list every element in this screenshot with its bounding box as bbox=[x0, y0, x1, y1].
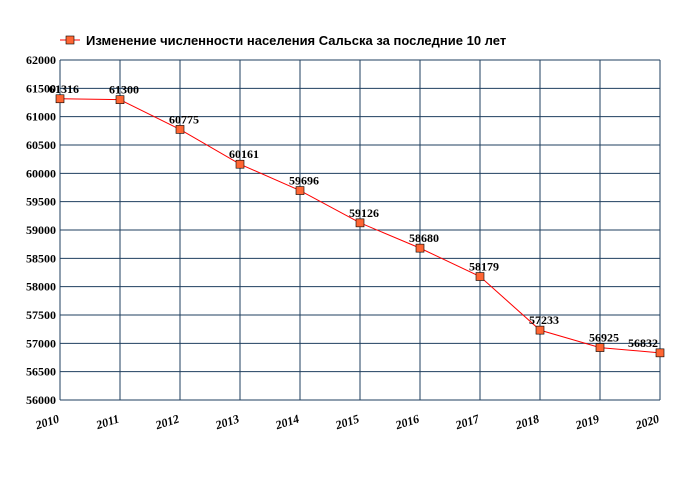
x-axis-ticks: 2010 2011 2012 2013 2014 2015 2016 2017 2018 2019… bbox=[33, 411, 661, 432]
data-point-label: 58680 bbox=[409, 231, 439, 245]
data-point-label: 56925 bbox=[589, 331, 619, 345]
data-point-label: 56832 bbox=[628, 336, 658, 350]
data-point-label: 59126 bbox=[349, 206, 379, 220]
x-tick-label: 2012 bbox=[153, 412, 181, 433]
data-point-marker bbox=[535, 325, 545, 335]
data-point-marker bbox=[175, 125, 185, 134]
x-tick-label: 2020 bbox=[633, 412, 661, 433]
y-tick-label: 57000 bbox=[26, 336, 56, 350]
data-point-marker bbox=[415, 243, 425, 253]
data-point-marker bbox=[655, 348, 665, 358]
legend-label: Изменение численности населения Сальска … bbox=[86, 33, 506, 48]
y-tick-label: 60000 bbox=[26, 166, 56, 180]
y-tick-label: 56000 bbox=[26, 393, 56, 407]
x-tick-label: 2016 bbox=[393, 412, 421, 433]
chart-grid bbox=[59, 59, 661, 401]
x-tick-label: 2018 bbox=[513, 412, 541, 433]
y-tick-label: 59500 bbox=[26, 195, 56, 209]
y-tick-label: 60500 bbox=[26, 138, 56, 152]
legend-marker bbox=[65, 35, 75, 45]
y-tick-label: 62000 bbox=[26, 53, 56, 67]
x-tick-label: 2014 bbox=[273, 412, 301, 433]
data-point-marker bbox=[115, 95, 125, 104]
y-tick-label: 58000 bbox=[26, 280, 56, 294]
y-tick-label: 58500 bbox=[26, 251, 56, 265]
y-tick-label: 61000 bbox=[26, 110, 56, 124]
x-tick-label: 2019 bbox=[573, 412, 601, 433]
data-point-label: 57233 bbox=[529, 313, 559, 327]
data-point-marker bbox=[475, 272, 485, 281]
data-labels: 61316 61300 60775 60161 59696 59126 58680 58179… bbox=[49, 82, 658, 350]
x-tick-label: 2011 bbox=[93, 412, 120, 433]
y-tick-label: 57500 bbox=[26, 308, 56, 322]
x-tick-label: 2010 bbox=[33, 412, 61, 433]
data-point-marker bbox=[595, 343, 605, 352]
data-point-label: 58179 bbox=[469, 260, 499, 274]
data-point-label: 60775 bbox=[169, 112, 199, 126]
data-point-label: 60161 bbox=[229, 147, 259, 161]
y-tick-label: 59000 bbox=[26, 223, 56, 237]
series-group bbox=[55, 94, 665, 358]
data-point-label: 61316 bbox=[49, 82, 79, 96]
data-point-marker bbox=[355, 218, 365, 228]
x-tick-label: 2017 bbox=[453, 411, 482, 432]
y-tick-label: 61500 bbox=[26, 81, 56, 95]
data-point-marker bbox=[295, 186, 305, 195]
legend: Изменение численности населения Сальска … bbox=[60, 33, 506, 48]
y-axis-ticks: 56000 56500 57000 57500 58000 58500 59000 59500… bbox=[26, 53, 56, 407]
y-tick-label: 56500 bbox=[26, 365, 56, 379]
data-point-label: 61300 bbox=[109, 83, 139, 97]
x-tick-label: 2015 bbox=[333, 412, 361, 433]
data-point-marker bbox=[235, 159, 245, 169]
data-point-marker bbox=[55, 94, 65, 104]
x-tick-label: 2013 bbox=[213, 412, 241, 433]
data-point-label: 59696 bbox=[289, 174, 319, 188]
